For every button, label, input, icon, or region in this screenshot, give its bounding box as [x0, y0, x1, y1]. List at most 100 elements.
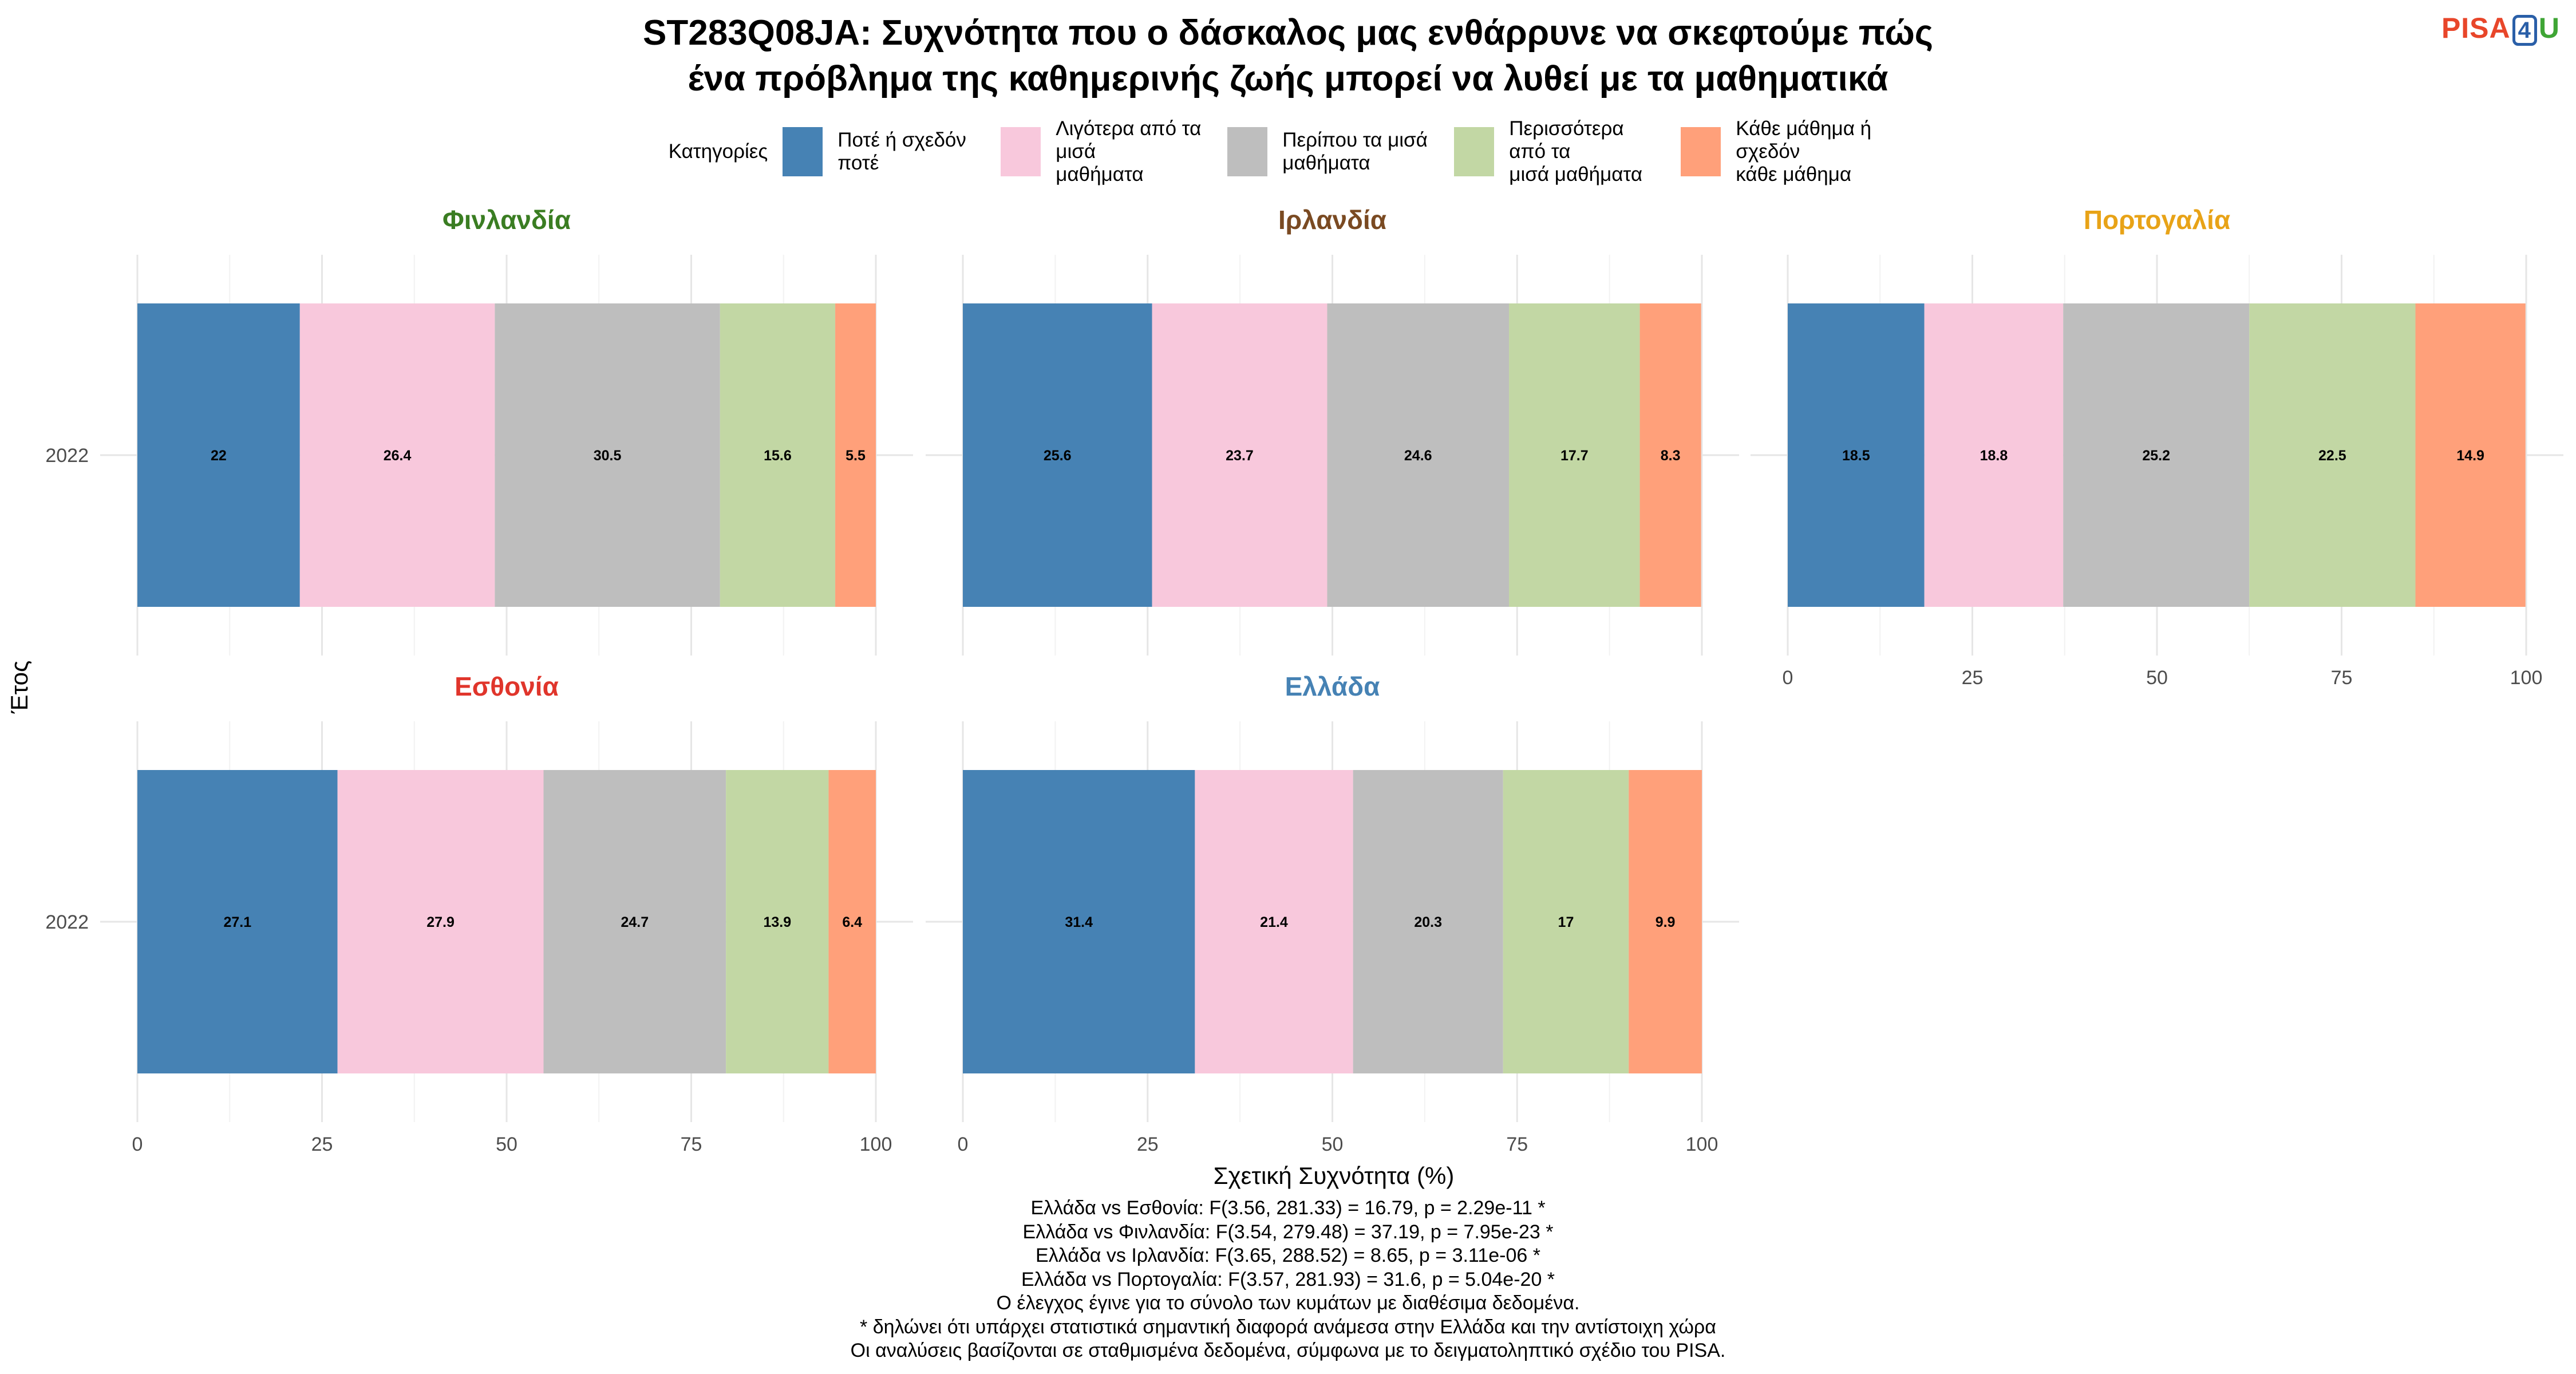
x-tick-label: 75 — [1506, 1134, 1528, 1155]
footnote-significance-note: * δηλώνει ότι υπάρχει στατιστικά σημαντι… — [860, 1316, 1716, 1338]
x-axis-title: Σχετική Συχνότητα (%) — [1214, 1162, 1455, 1189]
bar-segment-3 — [543, 770, 726, 1073]
panel-title-εσθονια: Εσθονία — [455, 672, 559, 701]
y-axis-title: Έτος — [6, 661, 33, 714]
bar-segment-1 — [963, 303, 1152, 607]
panel-title-ελλαδα: Ελλάδα — [1285, 672, 1380, 701]
panel-title-ιρλανδια: Ιρλανδία — [1278, 205, 1386, 235]
legend-item-about-half: Περίπου τα μισά μαθήματα — [1227, 127, 1437, 176]
x-tick-label: 25 — [311, 1134, 333, 1155]
logo-four-text: 4 — [2512, 15, 2537, 46]
chart-title-line-2: ένα πρόβλημα της καθημερινής ζωής μπορεί… — [688, 59, 1888, 98]
x-tick-label: 50 — [2146, 667, 2168, 689]
bar-value-label: 15.6 — [764, 448, 792, 464]
bar-segment-4 — [1503, 770, 1629, 1073]
bar-value-label: 24.6 — [1404, 448, 1432, 464]
bar-segment-2 — [299, 303, 495, 607]
x-tick-label: 100 — [2510, 667, 2543, 689]
footnote-portugal-test: Ελλάδα vs Πορτογαλία: F(3.57, 281.93) = … — [1021, 1268, 1555, 1290]
bar-segment-4 — [726, 770, 829, 1073]
bar-segment-1 — [963, 770, 1195, 1073]
bar-value-label: 14.9 — [2456, 448, 2484, 464]
bar-value-label: 6.4 — [842, 914, 862, 930]
bar-value-label: 22.5 — [2318, 448, 2346, 464]
panel-πορτογαλια: Πορτογαλία 18.5 18.8 25.2 22.5 14.9 0 25 50 75 100 — [1751, 205, 2563, 689]
legend-item-never: Ποτέ ή σχεδόν ποτέ — [783, 127, 983, 176]
bar-segment-3 — [1327, 303, 1510, 607]
bar-segment-5 — [828, 770, 876, 1073]
bar-segment-2 — [1152, 303, 1327, 607]
bar-value-label: 18.5 — [1842, 448, 1870, 464]
footnote-ireland-test: Ελλάδα vs Ιρλανδία: F(3.65, 288.52) = 8.… — [1036, 1245, 1540, 1266]
bar-segment-5 — [1639, 303, 1701, 607]
legend-key-never — [783, 127, 823, 176]
y-tick-label: 2022 — [45, 911, 89, 933]
panel-title-πορτογαλια: Πορτογαλία — [2084, 205, 2230, 235]
bar-value-label: 18.8 — [1980, 448, 2008, 464]
legend-item-less-than-half: Λιγότερα από τα μισά μαθήματα — [1001, 117, 1210, 186]
legend-label-every-lesson: Κάθε μάθημα ή σχεδόν κάθε μάθημα — [1736, 117, 1872, 185]
bar-value-label: 22 — [211, 448, 227, 464]
bar-value-label: 9.9 — [1656, 914, 1676, 930]
pisa4u-logo: PISA 4 U — [2441, 11, 2560, 46]
x-tick-label: 75 — [681, 1134, 702, 1155]
bar-value-label: 20.3 — [1414, 914, 1442, 930]
bar-value-label: 8.3 — [1661, 448, 1681, 464]
bar-value-label: 25.6 — [1044, 448, 1072, 464]
x-tick-label: 75 — [2331, 667, 2353, 689]
bar-segment-4 — [1509, 303, 1640, 607]
legend-key-less-than-half — [1001, 127, 1041, 176]
legend-title: Κατηγορίες — [668, 140, 768, 163]
legend: Κατηγορίες Ποτέ ή σχεδόν ποτέ Λιγότερα α… — [0, 117, 2576, 186]
x-tick-label: 100 — [860, 1134, 892, 1155]
panel-φινλανδια: Φινλανδία 22 26.4 30.5 15.6 5.5 2022 — [45, 205, 913, 656]
x-tick-label: 25 — [1962, 667, 1984, 689]
legend-label-never: Ποτέ ή σχεδόν ποτέ — [837, 129, 966, 174]
bar-segment-3 — [1353, 770, 1503, 1073]
x-tick-label: 0 — [132, 1134, 143, 1155]
logo-u-text: U — [2538, 12, 2560, 44]
bar-value-label: 5.5 — [846, 448, 866, 464]
legend-label-about-half: Περίπου τα μισά μαθήματα — [1282, 129, 1428, 174]
bar-segment-4 — [720, 303, 836, 607]
bar-segment-3 — [495, 303, 720, 607]
bar-value-label: 30.5 — [594, 448, 622, 464]
bar-segment-2 — [1195, 770, 1353, 1073]
bar-segment-1 — [137, 303, 300, 607]
bar-value-label: 25.2 — [2142, 448, 2170, 464]
footnote-weights-note: Οι αναλύσεις βασίζονται σε σταθμισμένα δ… — [850, 1340, 1726, 1361]
footnote-estonia-test: Ελλάδα vs Εσθονία: F(3.56, 281.33) = 16.… — [1030, 1197, 1546, 1219]
chart-title-line-1: ST283Q08JA: Συχνότητα που ο δάσκαλος μας… — [643, 13, 1933, 53]
bar-segment-5 — [1629, 770, 1702, 1073]
chart-title: ST283Q08JA: Συχνότητα που ο δάσκαλος μας… — [0, 10, 2576, 102]
panel-title-φινλανδια: Φινλανδία — [442, 205, 571, 235]
legend-key-about-half — [1227, 127, 1268, 176]
panel-εσθονια: Εσθονία 27.1 27.9 24.7 13.9 6.4 2022 0 25 50 75 100 — [45, 672, 913, 1155]
bar-value-label: 27.1 — [223, 914, 251, 930]
bar-segment-2 — [337, 770, 544, 1073]
bar-value-label: 21.4 — [1260, 914, 1288, 930]
panel-ιρλανδια: Ιρλανδία 25.6 23.7 24.6 17.7 8.3 — [926, 205, 1739, 656]
bar-segment-3 — [2063, 303, 2250, 607]
y-tick-label: 2022 — [45, 445, 89, 467]
legend-key-more-than-half — [1454, 127, 1495, 176]
panel-ελλαδα: Ελλάδα 31.4 21.4 20.3 17 9.9 0 25 50 75 100 — [926, 672, 1739, 1155]
bar-value-label: 23.7 — [1226, 448, 1254, 464]
bar-segment-4 — [2249, 303, 2416, 607]
footnote-waves-note: Ο έλεγχος έγινε για το σύνολο των κυμάτω… — [996, 1292, 1580, 1314]
x-tick-label: 50 — [1322, 1134, 1344, 1155]
legend-label-less-than-half: Λιγότερα από τα μισά μαθήματα — [1056, 117, 1202, 185]
legend-key-every-lesson — [1681, 127, 1721, 176]
logo-pisa-text: PISA — [2441, 12, 2511, 44]
bar-segment-1 — [1788, 303, 1925, 607]
bar-segment-5 — [835, 303, 876, 607]
legend-label-more-than-half: Περισσότερα από τα μισά μαθήματα — [1509, 117, 1643, 185]
bar-value-label: 31.4 — [1065, 914, 1093, 930]
footnotes: Ελλάδα vs Εσθονία: F(3.56, 281.33) = 16.… — [0, 1197, 2576, 1363]
footnote-finland-test: Ελλάδα vs Φινλανδία: F(3.54, 279.48) = 3… — [1022, 1221, 1554, 1243]
legend-item-every-lesson: Κάθε μάθημα ή σχεδόν κάθε μάθημα — [1681, 117, 1890, 186]
bar-segment-2 — [1924, 303, 2064, 607]
bar-value-label: 24.7 — [621, 914, 649, 930]
bar-value-label: 13.9 — [763, 914, 791, 930]
